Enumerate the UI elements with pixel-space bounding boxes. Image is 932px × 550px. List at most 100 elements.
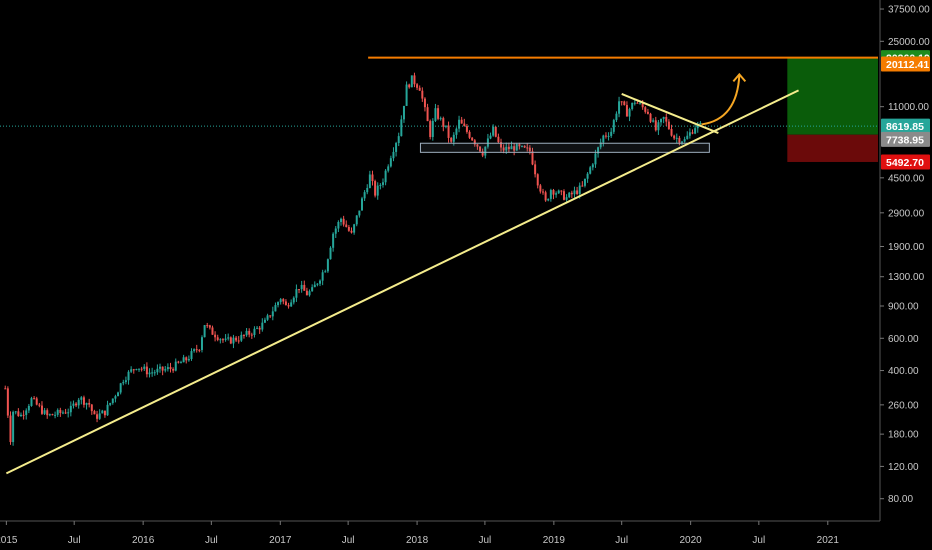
candle — [536, 173, 539, 189]
candle-body — [329, 247, 332, 260]
candle-body — [321, 272, 324, 281]
candle-body — [646, 111, 649, 114]
candle — [140, 366, 143, 372]
candle-body — [673, 135, 676, 139]
candle-body — [505, 146, 508, 151]
candle — [240, 331, 243, 342]
candle-body — [681, 141, 684, 143]
candle-body — [562, 191, 565, 200]
time-tick-label: Jul — [205, 535, 218, 546]
candle-body — [612, 120, 615, 132]
candle — [447, 121, 450, 143]
candle — [437, 104, 440, 121]
candle-body — [492, 126, 495, 136]
candle-body — [534, 164, 537, 175]
price-tick-label: 600.00 — [888, 334, 919, 345]
candle — [4, 385, 7, 390]
candle — [426, 103, 429, 122]
candle — [324, 269, 327, 273]
candle — [250, 332, 253, 339]
candle-body — [363, 192, 366, 199]
candle — [368, 170, 371, 189]
candlestick-series[interactable] — [4, 72, 702, 446]
candle-body — [345, 224, 348, 227]
candle-body — [387, 166, 390, 171]
candle — [460, 116, 463, 124]
candle-body — [376, 185, 379, 196]
candle-body — [699, 123, 702, 125]
candle — [235, 335, 238, 343]
candle — [316, 283, 319, 287]
candle-body — [93, 411, 96, 415]
candle — [61, 410, 64, 415]
candle-body — [143, 366, 146, 369]
candle-body — [111, 398, 114, 404]
candle — [342, 215, 345, 227]
candle — [576, 186, 579, 196]
candle-body — [174, 361, 177, 371]
candle — [242, 334, 245, 339]
candle — [631, 102, 634, 111]
candle — [98, 409, 101, 420]
candle — [166, 363, 169, 372]
price-axis[interactable]: 80.00 120.00 180.00 260.00 400.00 600.00 900.0… — [879, 0, 932, 550]
price-tick-label: 1900.00 — [888, 242, 925, 253]
candle-body — [72, 403, 75, 406]
candle-body — [468, 131, 471, 138]
candle-body — [211, 327, 214, 335]
candle — [177, 360, 180, 364]
candle-body — [342, 218, 345, 225]
candle — [646, 108, 649, 115]
candle — [481, 148, 484, 158]
candle — [67, 408, 70, 418]
price-tick-label: 120.00 — [888, 462, 919, 473]
candle-body — [151, 372, 154, 374]
candle — [38, 402, 41, 408]
candle — [471, 136, 474, 141]
candle-body — [177, 361, 180, 363]
candle — [117, 391, 120, 397]
candle-body — [568, 192, 571, 198]
candle-body — [442, 118, 445, 127]
candle-body — [248, 330, 251, 335]
candle — [602, 134, 605, 147]
candle-body — [502, 147, 505, 151]
candle-body — [145, 366, 148, 375]
candle-body — [292, 297, 295, 303]
candle — [500, 138, 503, 152]
candle — [374, 179, 377, 198]
candle — [85, 402, 88, 410]
candle — [513, 143, 516, 156]
candle-body — [513, 146, 516, 151]
candle-body — [452, 134, 455, 142]
candle — [610, 127, 613, 138]
chart-drawings[interactable] — [5, 56, 878, 475]
candle-body — [678, 137, 681, 143]
candle — [164, 366, 167, 373]
candle-body — [389, 158, 392, 167]
candle-body — [392, 151, 395, 159]
candle-body — [429, 121, 432, 137]
candle-body — [77, 399, 80, 406]
candle — [397, 132, 400, 147]
candle — [340, 217, 343, 226]
candle-body — [523, 145, 526, 148]
candle-body — [295, 289, 298, 298]
candle — [12, 410, 15, 446]
candle-body — [6, 388, 9, 416]
candle — [51, 413, 54, 416]
candle-body — [405, 84, 408, 106]
candle — [195, 344, 198, 353]
price-tick-label: 4500.00 — [888, 173, 925, 184]
candle-body — [122, 382, 125, 384]
candle — [132, 368, 135, 374]
candle — [400, 115, 403, 137]
candle — [416, 83, 419, 91]
candle-body — [159, 366, 162, 369]
candle — [127, 370, 130, 385]
time-axis[interactable]: 2015 Jul 2016 Jul 2017 Jul 2018 Jul 2019 Jul 2020 J… — [0, 520, 880, 546]
candle-body — [43, 410, 46, 414]
candle — [266, 313, 269, 321]
